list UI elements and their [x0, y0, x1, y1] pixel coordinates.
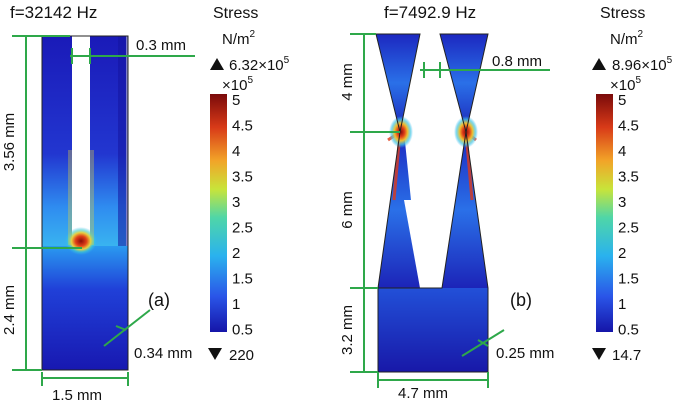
legend-title-b: Stress [600, 5, 645, 22]
colorbar-tick-label: 1.5 [618, 271, 639, 288]
legend-unit-a: N/m2 [222, 29, 256, 48]
colorbar-tick-label: 5 [618, 92, 626, 109]
colorbar-tick-label: 2.5 [232, 220, 253, 237]
colorbar-tick-label: 1 [232, 296, 240, 313]
legend-max-b: 8.96×105 [612, 55, 673, 74]
slot-b [404, 200, 455, 288]
colorbar-tick-label: 2 [232, 245, 240, 262]
colorbar-ticks-a: 5 4.5 4 3.5 3 2.5 2 1.5 1 0.5 [232, 92, 253, 339]
panel-a: f=32142 Hz [1, 3, 290, 404]
upper-height-label-a: 3.56 mm [1, 113, 18, 171]
legend-max-a: 6.32×105 [229, 55, 290, 74]
colorbar-tick-label: 3 [232, 194, 240, 211]
colorbar-a [210, 94, 227, 332]
colorbar-b [596, 94, 613, 332]
right-top-taper-b [440, 34, 488, 132]
colorbar-tick-label: 3.5 [232, 169, 253, 186]
dimensions-a [12, 35, 195, 386]
colorbar-tick-label: 2 [618, 245, 626, 262]
lower-height-label-b: 3.2 mm [339, 305, 356, 355]
dimensions-b [350, 33, 550, 388]
colorbar-tick-label: 2.5 [618, 220, 639, 237]
thickness-label-a: 0.34 mm [134, 345, 192, 362]
colorbar-tick-label: 1 [618, 296, 626, 313]
legend-min-a: 220 [229, 347, 254, 364]
top-gap-label-a: 0.3 mm [136, 37, 186, 54]
colorbar-ticks-b: 5 4.5 4 3.5 3 2.5 2 1.5 1 0.5 [618, 92, 639, 339]
colorbar-tick-label: 1.5 [232, 271, 253, 288]
legend-scale-b: ×105 [610, 75, 641, 94]
frequency-label-a: f=32142 Hz [10, 3, 97, 22]
right-leg-b [442, 132, 488, 288]
base-block-a [42, 246, 128, 370]
colorbar-tick-label: 3.5 [618, 169, 639, 186]
colorbar-tick-label: 4.5 [618, 118, 639, 135]
left-arm-a [42, 36, 72, 250]
max-marker-icon-a [210, 58, 224, 70]
frequency-label-b: f=7492.9 Hz [384, 3, 476, 22]
colorbar-tick-label: 3 [618, 194, 626, 211]
thickness-label-b: 0.25 mm [496, 345, 554, 362]
mid-height-label-b: 6 mm [339, 191, 356, 229]
width-label-b: 4.7 mm [398, 385, 448, 402]
width-label-a: 1.5 mm [52, 387, 102, 404]
colorbar-tick-label: 0.5 [232, 322, 253, 339]
panel-label-a: (a) [148, 290, 170, 310]
stress-legend-b: Stress N/m2 8.96×105 ×105 5 4.5 4 3.5 3 2.5 2 1… [592, 5, 673, 364]
legend-min-b: 14.7 [612, 347, 641, 364]
upper-height-label-b: 4 mm [339, 63, 356, 101]
min-marker-icon-a [208, 348, 222, 360]
colorbar-tick-label: 0.5 [618, 322, 639, 339]
legend-title-a: Stress [213, 5, 258, 22]
slot-a [72, 36, 90, 243]
left-top-taper-b [376, 34, 420, 132]
stress-legend-a: Stress N/m2 6.32×105 ×105 5 4.5 4 3.5 3 2.5 2 1… [208, 5, 290, 364]
panel-label-b: (b) [510, 290, 532, 310]
colorbar-tick-label: 4 [232, 143, 240, 160]
structure-b [375, 33, 489, 373]
structure-a [41, 35, 129, 371]
max-marker-icon-b [592, 58, 606, 70]
side-face-a [118, 36, 128, 370]
colorbar-tick-label: 5 [232, 92, 240, 109]
panel-b: f=7492.9 Hz [339, 3, 673, 402]
min-marker-icon-b [592, 348, 606, 360]
legend-scale-a: ×105 [222, 75, 253, 94]
legend-unit-b: N/m2 [610, 29, 644, 48]
base-block-b [378, 288, 488, 372]
lower-height-label-a: 2.4 mm [1, 285, 18, 335]
colorbar-tick-label: 4.5 [232, 118, 253, 135]
top-gap-label-b: 0.8 mm [492, 53, 542, 70]
colorbar-tick-label: 4 [618, 143, 626, 160]
stress-hotspot-left-b [389, 116, 413, 148]
